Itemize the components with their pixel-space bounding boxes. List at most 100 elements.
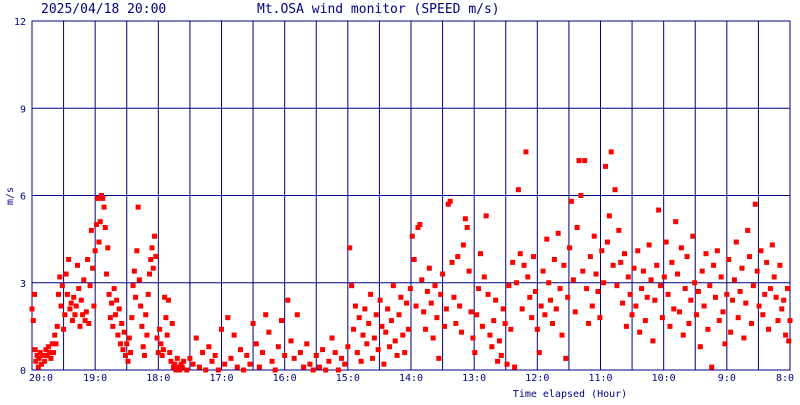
data-point: [580, 268, 586, 274]
data-point: [96, 239, 102, 245]
data-point: [193, 335, 199, 341]
data-point: [610, 262, 616, 268]
data-point: [682, 286, 688, 292]
data-point: [72, 312, 78, 318]
data-point: [184, 367, 190, 373]
data-point: [633, 303, 639, 309]
data-point: [481, 274, 487, 280]
data-point: [728, 329, 734, 335]
data-point: [241, 367, 247, 373]
data-point: [310, 367, 316, 373]
data-point: [37, 350, 43, 356]
data-point: [413, 303, 419, 309]
chart-title: Mt.OSA wind monitor (SPEED m/s): [257, 2, 500, 17]
data-point: [620, 300, 626, 306]
data-point: [483, 213, 489, 219]
data-point: [402, 350, 408, 356]
data-point: [424, 288, 430, 294]
data-point: [379, 323, 385, 329]
data-point: [110, 323, 116, 329]
data-point: [646, 242, 652, 248]
data-point: [512, 364, 518, 370]
grid: [31, 20, 791, 371]
data-point: [74, 262, 80, 268]
data-point: [733, 239, 739, 245]
data-point: [102, 224, 108, 230]
data-point: [62, 312, 68, 318]
data-point: [754, 268, 760, 274]
data-point: [695, 288, 701, 294]
data-point: [629, 312, 635, 318]
data-point: [502, 320, 508, 326]
data-point: [67, 306, 73, 312]
data-point: [640, 268, 646, 274]
data-point: [369, 355, 375, 361]
data-point: [139, 323, 145, 329]
data-point: [77, 323, 83, 329]
data-point: [244, 352, 250, 358]
data-point: [396, 312, 402, 318]
data-point: [496, 338, 502, 344]
data-point: [40, 352, 46, 358]
data-point: [756, 303, 762, 309]
data-point: [445, 201, 451, 207]
data-point: [570, 277, 576, 283]
data-point: [716, 318, 722, 324]
data-point: [52, 332, 58, 338]
data-point: [38, 361, 44, 367]
data-point: [510, 259, 516, 265]
data-point: [703, 251, 709, 257]
data-point: [470, 335, 476, 341]
x-tick-label: 20:0: [29, 373, 53, 384]
data-point: [50, 350, 56, 356]
data-point: [98, 193, 104, 198]
data-point: [149, 245, 155, 251]
data-point: [35, 364, 41, 370]
data-point: [169, 320, 175, 326]
data-point: [485, 291, 491, 297]
y-tick-labels: 0 3 6 9 12: [14, 17, 26, 377]
data-point: [648, 277, 654, 283]
data-point: [275, 344, 281, 350]
data-point: [659, 315, 665, 321]
data-point: [125, 358, 131, 364]
data-point: [90, 265, 96, 271]
data-point: [140, 344, 146, 350]
data-point: [133, 294, 139, 300]
data-point: [222, 361, 228, 367]
data-point: [775, 318, 781, 324]
data-point: [250, 320, 256, 326]
data-point: [354, 350, 360, 356]
data-point: [366, 320, 372, 326]
data-point: [606, 213, 612, 219]
data-point: [407, 286, 413, 292]
data-point: [114, 297, 120, 303]
x-tick-label: 15:0: [336, 373, 360, 384]
data-point: [332, 350, 338, 356]
data-point: [203, 367, 209, 373]
data-point: [206, 344, 212, 350]
data-point: [106, 291, 112, 297]
data-point: [544, 236, 550, 242]
data-point: [559, 332, 565, 338]
data-point: [631, 265, 637, 271]
data-point: [459, 329, 465, 335]
data-point: [212, 352, 218, 358]
data-point: [164, 332, 170, 338]
data-point: [181, 358, 187, 364]
data-point: [66, 256, 72, 262]
y-tick-label: 0: [20, 366, 26, 377]
data-point: [771, 274, 777, 280]
data-point: [783, 332, 789, 338]
data-point: [745, 227, 751, 233]
data-point: [279, 318, 285, 324]
data-point: [705, 326, 711, 332]
data-point: [747, 254, 753, 260]
data-point: [642, 318, 648, 324]
x-tick-label: 18:0: [146, 373, 170, 384]
data-point: [141, 352, 147, 358]
data-point: [587, 254, 593, 260]
data-point: [377, 297, 383, 303]
data-point: [112, 312, 118, 318]
